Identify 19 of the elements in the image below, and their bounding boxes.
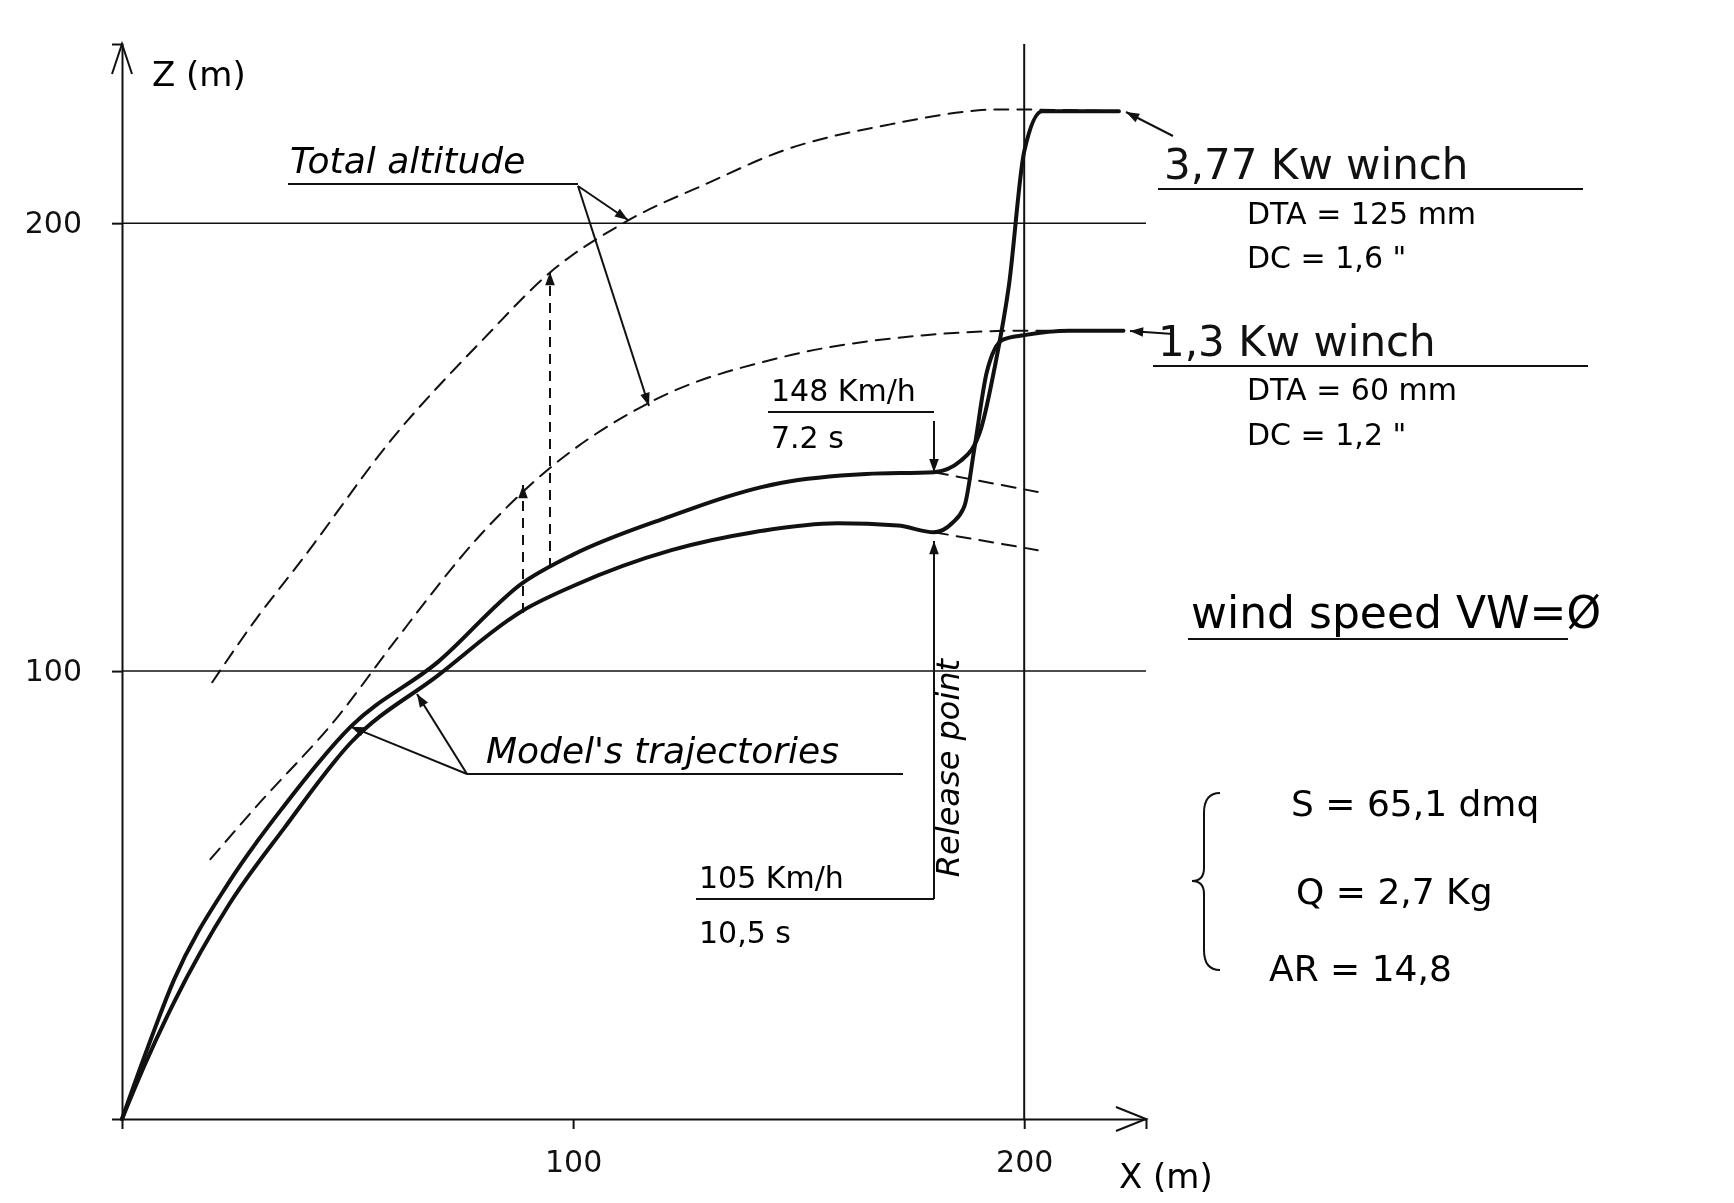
- series-label: 3,77 Kw winch: [1164, 140, 1469, 189]
- annotation: Release point: [929, 657, 967, 878]
- annotation: 148 Km/h: [771, 373, 916, 408]
- legend-label: 1,3 Kw winch: [1158, 317, 1436, 366]
- text: Q = 2,7 Kg: [1296, 871, 1493, 912]
- text: wind speed VW=Ø: [1191, 587, 1602, 638]
- annotation: 10,5 s: [699, 915, 791, 950]
- annotation: 105 Km/h: [699, 860, 844, 895]
- annotation: Total altitude: [290, 140, 526, 181]
- text: AR = 14,8: [1269, 948, 1452, 989]
- text: S = 65,1 dmq: [1291, 783, 1540, 824]
- text: DTA = 60 mm: [1247, 372, 1457, 407]
- text: DC = 1,6 ": [1247, 240, 1407, 275]
- x-axis-title: X (m): [1119, 1156, 1213, 1196]
- text: DTA = 125 mm: [1247, 196, 1477, 231]
- annotation: 7.2 s: [771, 420, 844, 455]
- annotation: Model's trajectories: [486, 730, 839, 771]
- y-axis-title: Z (m): [152, 54, 246, 94]
- text: DC = 1,2 ": [1247, 417, 1407, 452]
